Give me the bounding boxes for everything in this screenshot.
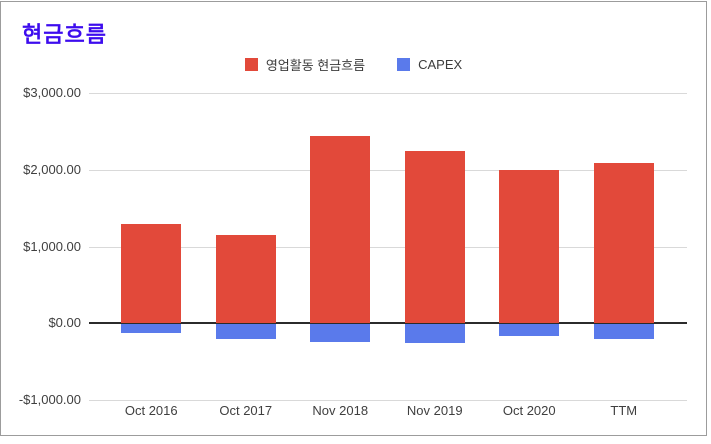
x-axis-label: Oct 2016 <box>124 403 178 418</box>
x-axis-label: Oct 2020 <box>502 403 556 418</box>
gridline <box>89 93 687 94</box>
gridline <box>89 169 687 171</box>
x-axis-labels: Oct 2016 Oct 2017 Nov 2018 Nov 2019 Oct 2020… <box>104 403 671 419</box>
bar-group-ttm <box>577 93 672 400</box>
x-axis-label: TTM <box>610 403 638 418</box>
bar-group-oct-2017 <box>199 93 294 400</box>
bar-capex[interactable] <box>215 324 276 340</box>
legend-label: 영업활동 현금흐름 <box>265 58 366 73</box>
legend-swatch-icon <box>244 58 258 71</box>
chart-title: 현금흐름 <box>22 22 107 47</box>
bar-operating-cash-flow[interactable] <box>215 234 276 324</box>
chart-legend: 영업활동 현금흐름 CAPEX <box>1 55 706 74</box>
bar-capex[interactable] <box>404 324 465 344</box>
bar-operating-cash-flow[interactable] <box>310 135 371 324</box>
y-tick-label: $1,000.00 <box>23 238 81 254</box>
bar-operating-cash-flow[interactable] <box>121 224 182 324</box>
bars-layer <box>104 93 671 400</box>
gridline <box>89 246 687 248</box>
bar-operating-cash-flow[interactable] <box>499 169 560 324</box>
y-tick-label: -$1,000.00 <box>18 392 81 407</box>
legend-item-operating-cash-flow: 영업활동 현금흐름 <box>244 55 366 74</box>
bar-group-oct-2016 <box>104 93 199 400</box>
y-tick-label: $0.00 <box>48 315 81 331</box>
x-axis-label: Nov 2018 <box>312 403 369 418</box>
bar-operating-cash-flow[interactable] <box>593 162 654 324</box>
bar-capex[interactable] <box>310 324 371 343</box>
legend-item-capex: CAPEX <box>397 57 462 72</box>
bar-group-nov-2018 <box>293 93 388 400</box>
bar-capex[interactable] <box>121 324 182 334</box>
gridline <box>89 400 687 401</box>
y-tick-label: $2,000.00 <box>23 161 81 177</box>
plot-area <box>89 93 687 401</box>
zero-axis-line <box>89 322 687 325</box>
legend-label: CAPEX <box>418 57 463 72</box>
x-axis-label: Nov 2019 <box>406 403 463 418</box>
bar-group-oct-2020 <box>482 93 577 400</box>
bar-capex[interactable] <box>593 324 654 339</box>
y-tick-label: $3,000.00 <box>23 85 81 100</box>
bar-capex[interactable] <box>499 324 560 336</box>
bar-operating-cash-flow[interactable] <box>404 150 465 324</box>
cash-flow-chart-card: 현금흐름 영업활동 현금흐름 CAPEX $3,000.00 $2,000.00 $1… <box>0 1 707 436</box>
bar-group-nov-2019 <box>388 93 483 400</box>
x-axis-label: Oct 2017 <box>219 403 273 418</box>
legend-swatch-icon <box>397 58 411 71</box>
